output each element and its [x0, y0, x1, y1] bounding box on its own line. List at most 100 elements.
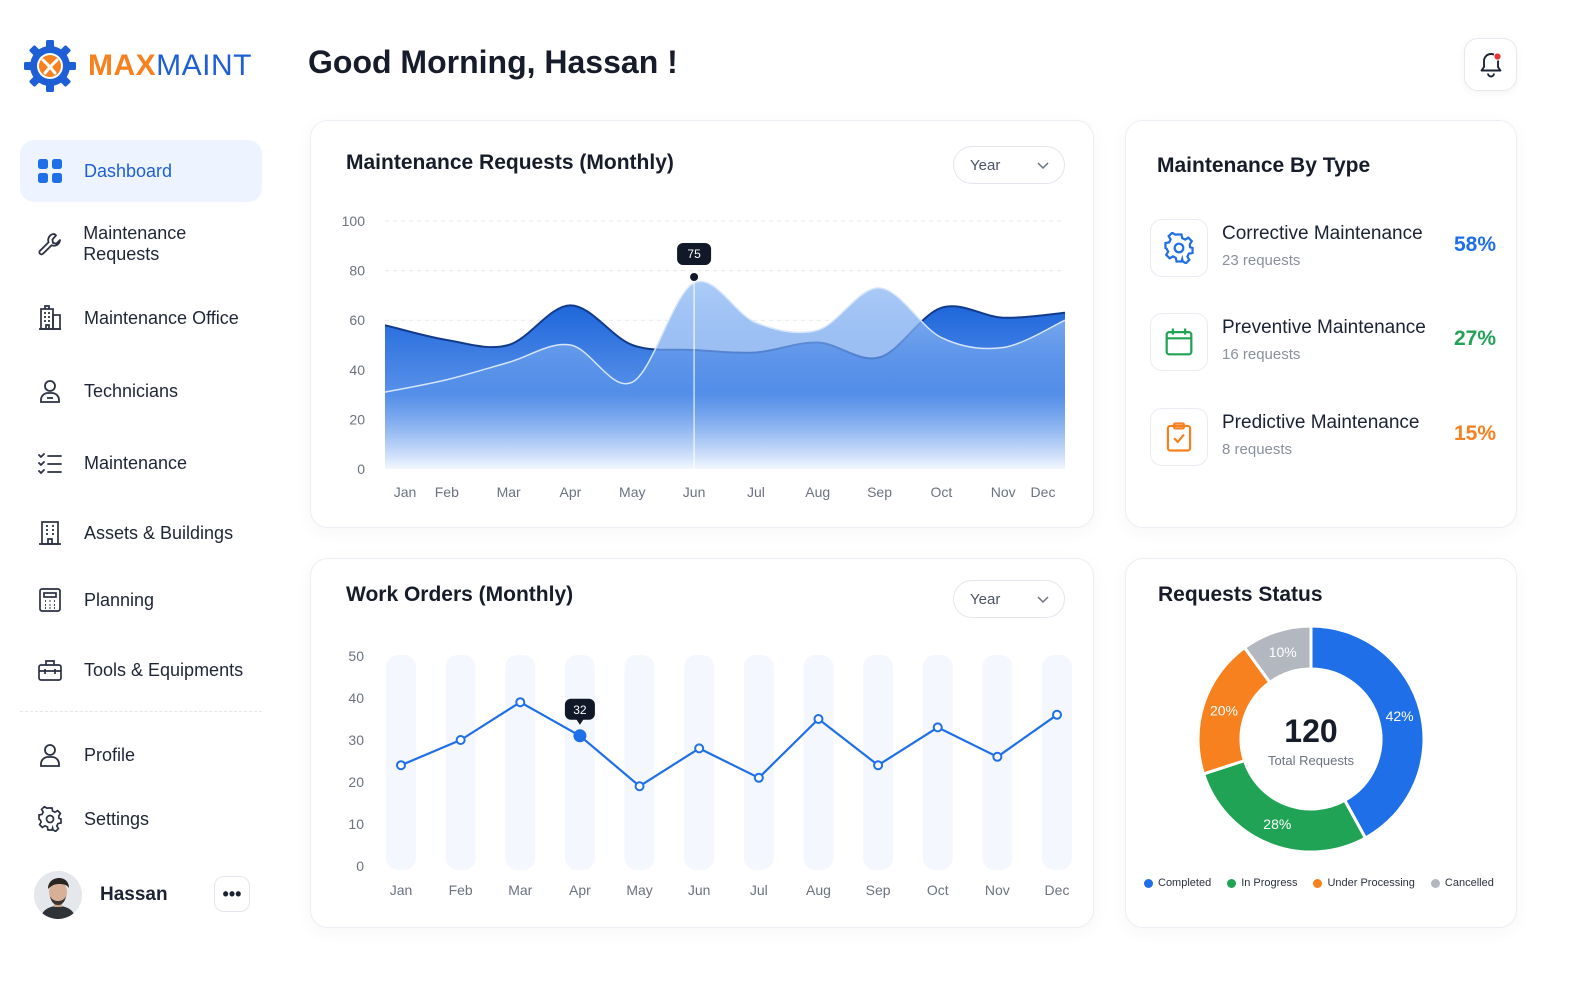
legend-label: Under Processing [1327, 877, 1415, 889]
data-point [396, 760, 406, 771]
y-tick-label: 20 [348, 774, 364, 790]
sidebar-item-label: Settings [84, 808, 150, 829]
work-orders-card: Work Orders (Monthly) Year 0 10 20 30 40 50 Ja… [310, 558, 1094, 928]
y-tick-label: 40 [348, 690, 364, 706]
sidebar-item-assets-buildings[interactable]: Assets & Buildings [20, 502, 262, 564]
tooltip-box [564, 698, 595, 720]
avatar[interactable] [34, 871, 82, 919]
profile-icon [36, 741, 64, 769]
legend-dot [1227, 878, 1237, 888]
area-series-2 [385, 281, 1065, 469]
user-profile[interactable]: Hassan ••• [34, 870, 254, 920]
sidebar-item-label: Assets & Buildings [84, 522, 234, 543]
type-percentage: 15% [1453, 422, 1496, 445]
work-orders-chart: 0 10 20 30 40 50 Jan Feb Mar Apr May Jun Jul Aug Sep Oc… [348, 648, 1072, 898]
y-tick-label: 50 [348, 648, 364, 664]
donut-slice-cancelled [1243, 624, 1313, 684]
brand-name: MAXMAINT [88, 49, 252, 82]
requests-status-donut: 42% 28% 20% 10% 120 Total Requests [1196, 624, 1426, 854]
y-tick-label: 0 [357, 461, 365, 477]
sidebar-item-technicians[interactable]: Technicians [20, 360, 262, 422]
sidebar-item-label: Profile [84, 744, 136, 765]
grid-icon [36, 157, 64, 185]
sidebar-item-profile[interactable]: Profile [20, 724, 262, 786]
background-bar [564, 655, 595, 870]
chevron-down-icon [1037, 596, 1049, 604]
sidebar: MAXMAINT Dashboard Maintenance Requests … [0, 0, 290, 992]
year-filter-select[interactable]: Year [953, 146, 1065, 184]
background-bar [922, 655, 953, 870]
sidebar-divider [20, 711, 262, 712]
clipboard-check-icon [1150, 408, 1208, 466]
card-title: Maintenance By Type [1157, 154, 1371, 177]
tooltip-arrow [575, 718, 584, 725]
x-tick-label: Mar [508, 882, 532, 898]
type-count: 8 requests [1222, 441, 1293, 458]
checklist-icon [36, 449, 64, 477]
sidebar-item-settings[interactable]: Settings [20, 788, 262, 850]
sidebar-item-tools-equipments[interactable]: Tools & Equipments [20, 639, 262, 701]
notification-button[interactable] [1464, 38, 1517, 91]
sidebar-item-label: Planning [84, 589, 155, 610]
sidebar-item-maintenance-office[interactable]: Maintenance Office [20, 287, 262, 349]
x-tick-label: Feb [449, 882, 473, 898]
x-tick-label: Aug [805, 484, 830, 500]
x-tick-label: Sep [866, 882, 891, 898]
legend-item-cancelled: Cancelled [1430, 877, 1494, 889]
type-name: Preventive Maintenance [1222, 317, 1426, 338]
y-tick-label: 0 [356, 858, 364, 874]
data-point-highlight [573, 729, 587, 743]
list-item-preventive[interactable]: Preventive Maintenance 16 requests 27% [1150, 311, 1496, 371]
sidebar-item-planning[interactable]: Planning [20, 569, 262, 631]
bell-icon [1480, 51, 1502, 77]
x-tick-label: Jul [750, 882, 768, 898]
x-tick-label: Nov [985, 882, 1010, 898]
work-orders-line [400, 701, 1058, 788]
gear-icon [1150, 219, 1208, 277]
x-tick-label: Mar [497, 484, 521, 500]
x-tick-label: Jun [683, 484, 706, 500]
sidebar-item-maintenance[interactable]: Maintenance [20, 432, 262, 494]
list-item-predictive[interactable]: Predictive Maintenance 8 requests 15% [1150, 406, 1496, 466]
y-tick-label: 100 [342, 213, 366, 229]
calculator-icon [36, 586, 64, 614]
x-tick-label: Jun [688, 882, 711, 898]
x-tick-label: Aug [806, 882, 831, 898]
tooltip-box [677, 243, 712, 265]
data-point [694, 743, 705, 754]
data-point [813, 714, 824, 724]
background-bar [982, 655, 1013, 870]
background-bar [743, 655, 774, 870]
background-bar [803, 655, 834, 870]
brand-logo[interactable]: MAXMAINT [22, 38, 252, 94]
sidebar-item-maintenance-requests[interactable]: Maintenance Requests [20, 213, 262, 275]
y-tick-label: 30 [348, 732, 364, 748]
year-filter-select[interactable]: Year [953, 580, 1065, 618]
legend-dot [1144, 878, 1153, 888]
list-item-corrective[interactable]: Corrective Maintenance 23 requests 58% [1150, 217, 1496, 277]
office-building-icon [36, 519, 64, 547]
x-tick-label: Nov [991, 484, 1016, 500]
more-options-button[interactable]: ••• [214, 876, 250, 912]
type-count: 16 requests [1222, 346, 1301, 363]
sidebar-item-label: Tools & Equipments [84, 659, 244, 680]
select-value: Year [970, 590, 1001, 608]
y-tick-label: 10 [348, 816, 364, 832]
x-tick-label: Apr [560, 484, 582, 500]
wrench-icon [36, 230, 63, 258]
data-point [515, 697, 526, 708]
data-point [932, 722, 943, 733]
card-title: Requests Status [1158, 583, 1323, 606]
data-point [992, 751, 1003, 762]
x-tick-label: Jan [394, 484, 417, 500]
maintenance-requests-chart: 0 20 40 60 80 100 Jan Feb Mar Apr May Jun Jul Aug Sep O… [342, 213, 1066, 500]
building-icon [36, 304, 64, 332]
requests-status-card: Requests Status 42% 28% 20% 10% 120 Total Req… [1125, 558, 1517, 928]
maintenance-requests-card: Maintenance Requests (Monthly) Year 0 20 4… [310, 120, 1094, 528]
tooltip-label: 32 [573, 703, 587, 717]
gear-icon [36, 805, 64, 833]
type-name: Predictive Maintenance [1222, 412, 1420, 433]
donut-slice-in-progress [1202, 759, 1367, 854]
sidebar-item-dashboard[interactable]: Dashboard [20, 140, 262, 202]
donut-total-value: 120 [1284, 713, 1337, 749]
